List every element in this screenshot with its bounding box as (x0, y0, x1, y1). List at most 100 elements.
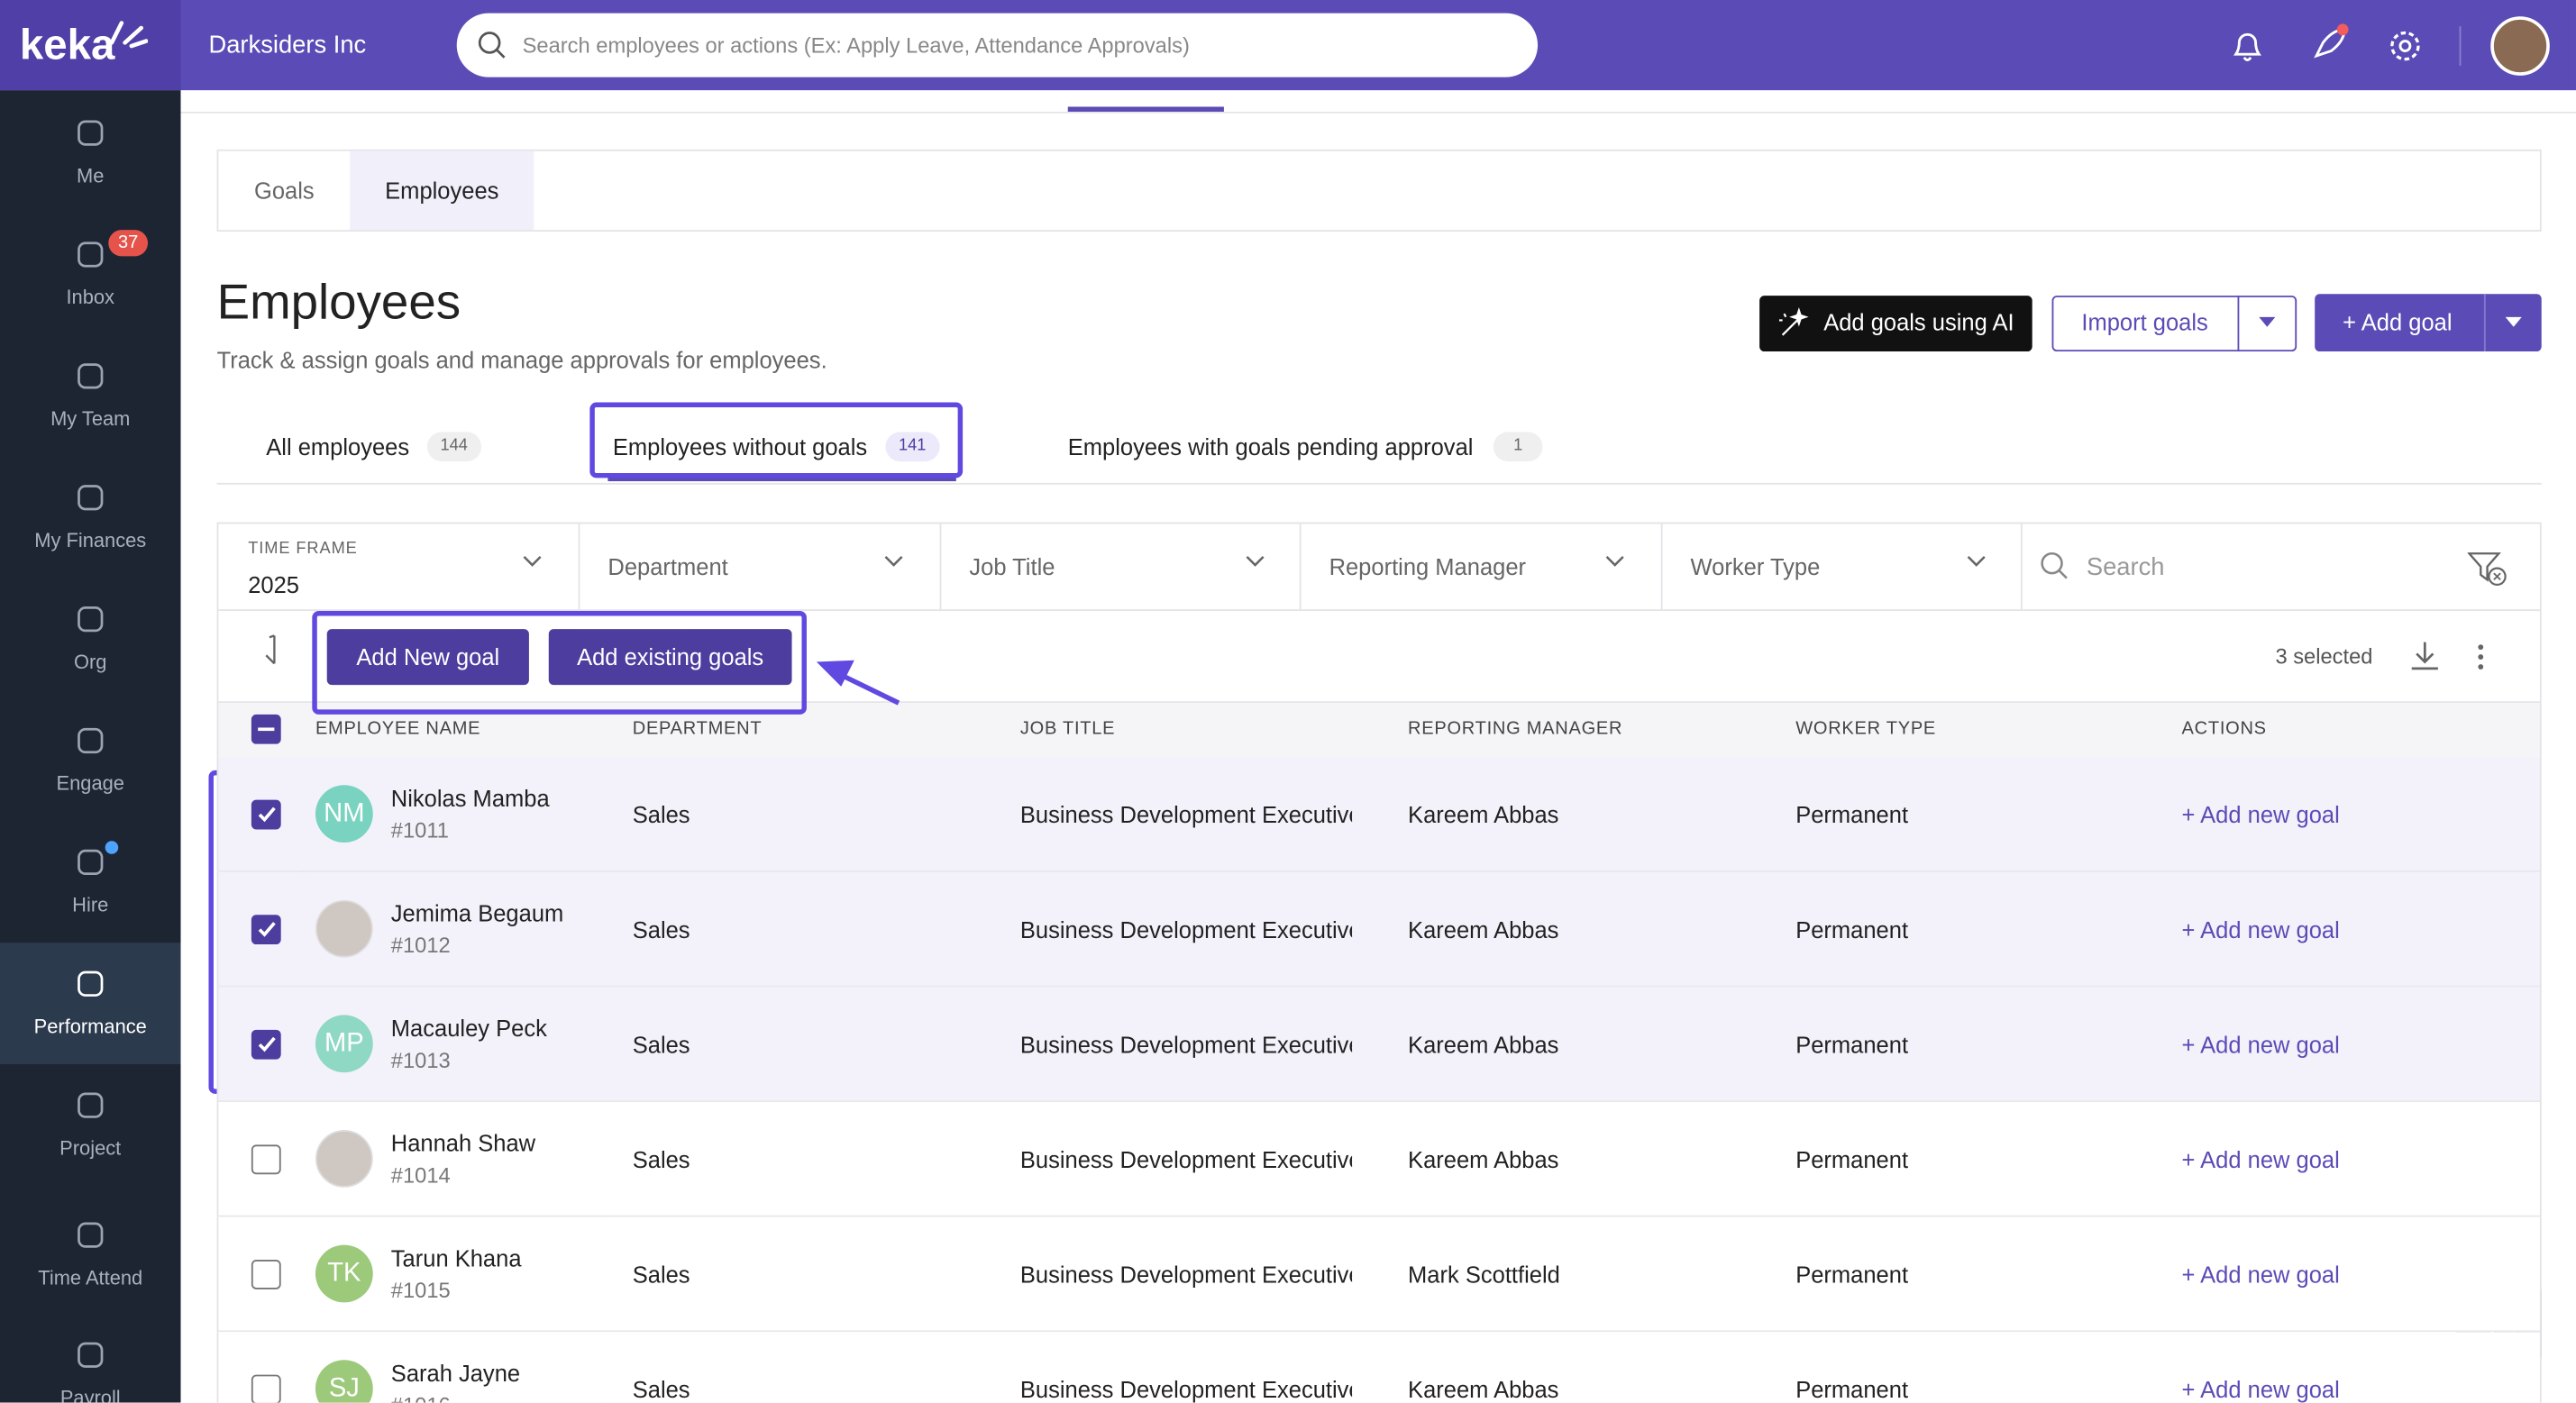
employee-id: #1012 (390, 933, 451, 958)
caret (2259, 316, 2276, 327)
chevron (1605, 555, 1624, 567)
column-header: JOB TITLE (1019, 719, 1116, 740)
sidebar-label: Performance (33, 1015, 147, 1038)
add-goal-label: + Add goal (2343, 308, 2453, 335)
sidebar-label: My Finances (34, 528, 147, 552)
add-goal-action[interactable]: + Add new goal (2181, 1261, 2340, 1288)
import-button[interactable] (2051, 296, 2297, 352)
table-row (216, 1102, 2542, 1217)
table-row (216, 987, 2542, 1103)
row-checkbox[interactable] (251, 1144, 281, 1175)
sidebar-label: My Team (50, 407, 131, 431)
page-tab[interactable] (218, 150, 351, 231)
filter-divider (1660, 524, 1663, 610)
launch[interactable] (2307, 23, 2349, 66)
page-title: Employees (216, 276, 461, 331)
selected-count: 3 selected (2275, 643, 2373, 669)
chevron (1246, 555, 1265, 567)
divider (2459, 26, 2462, 66)
ai-button[interactable] (1759, 296, 2032, 352)
settings[interactable] (2387, 28, 2423, 64)
row-checkbox[interactable] (251, 915, 281, 945)
global-search[interactable] (456, 13, 1539, 77)
bulk-action-button[interactable] (326, 629, 529, 686)
split (2237, 296, 2240, 352)
employee-name[interactable]: Hannah Shaw (390, 1130, 536, 1157)
filter-tab-label[interactable]: All employees (266, 433, 410, 460)
caret (2505, 316, 2522, 327)
ai-button-label: Add goals using AI (1823, 308, 2014, 335)
job-title: Business Development Executive (1019, 1031, 1353, 1058)
employee-id: #1014 (390, 1162, 451, 1188)
reporting-manager: Kareem Abbas (1408, 1031, 1559, 1058)
filter-tab-label[interactable]: Employees without goals (612, 433, 868, 460)
filter-divider (578, 524, 580, 610)
more[interactable] (2474, 641, 2488, 673)
employee-name[interactable]: Tarun Khana (390, 1244, 522, 1271)
avatar-initials: NM (324, 799, 365, 828)
add-goal-button[interactable] (2315, 294, 2542, 352)
add-goal-action[interactable]: + Add new goal (2181, 1146, 2340, 1173)
worker-type: Permanent (1795, 1146, 1909, 1173)
avatar (315, 785, 373, 843)
row-checkbox[interactable] (251, 1260, 281, 1289)
ai-icon (1778, 307, 1809, 336)
sort[interactable] (263, 634, 287, 667)
employee-name[interactable]: Nikolas Mamba (390, 785, 550, 812)
employee-name[interactable]: Sarah Jayne (390, 1360, 521, 1387)
sidebar-icon (78, 727, 104, 754)
notifications[interactable] (2229, 28, 2265, 64)
reporting-manager: Kareem Abbas (1408, 1146, 1559, 1173)
filter-tab-label[interactable]: Employees with goals pending approval (1067, 433, 1474, 460)
page-tab-label: Employees (385, 177, 499, 205)
tab-indicator (607, 476, 956, 482)
row-checkbox[interactable] (251, 799, 281, 830)
subnav-indicator (1067, 106, 1224, 112)
worker-type: Permanent (1795, 1261, 1909, 1288)
job-title: Business Development Executive (1019, 1261, 1353, 1288)
page-tabs (216, 149, 2542, 232)
column-header: DEPARTMENT (632, 719, 763, 740)
worker-type: Permanent (1795, 1376, 1909, 1403)
sidebar-icon (78, 485, 104, 511)
user-avatar[interactable] (2490, 16, 2550, 76)
column-header: WORKER TYPE (1795, 719, 1937, 740)
page-tab[interactable] (350, 150, 534, 231)
employee-name[interactable]: Jemima Begaum (390, 899, 564, 927)
filter-dropdown-label: Department (607, 553, 728, 580)
import-button-label: Import goals (2081, 308, 2208, 335)
filter-search: Search (2086, 553, 2165, 582)
filter-search-icon (2041, 551, 2068, 579)
table-row (216, 1332, 2542, 1403)
add-goal-action[interactable]: + Add new goal (2181, 1031, 2340, 1058)
department: Sales (632, 801, 690, 828)
table-row (216, 757, 2542, 872)
filter-divider (2020, 524, 2023, 610)
brand: keka (19, 19, 115, 69)
search-icon (478, 32, 506, 59)
add-goal-action[interactable]: + Add new goal (2181, 1376, 2340, 1403)
employee-id: #1013 (390, 1047, 451, 1073)
sidebar-label: Inbox (66, 286, 114, 309)
employee-name[interactable]: Macauley Peck (390, 1015, 547, 1042)
sidebar-label: Engage (56, 771, 124, 796)
sidebar-label: Payroll (59, 1386, 121, 1403)
job-title: Business Development Executive (1019, 801, 1353, 828)
reporting-manager: Mark Scottfield (1408, 1261, 1560, 1288)
sidebar (0, 90, 181, 1403)
download[interactable] (2408, 639, 2441, 671)
add-goal-action[interactable]: + Add new goal (2181, 916, 2340, 943)
add-goal-action[interactable]: + Add new goal (2181, 801, 2340, 828)
row-checkbox[interactable] (251, 1029, 281, 1060)
split (2483, 294, 2486, 352)
filter-dropdown-label: Job Title (969, 553, 1055, 580)
search-placeholder: Search employees or actions (Ex: Apply L… (522, 32, 1190, 58)
job-title: Business Development Executive (1019, 1146, 1353, 1173)
page-tab-label: Goals (253, 177, 315, 205)
check (258, 806, 276, 823)
clear-filters[interactable] (2467, 551, 2507, 587)
filter-dropdown-label: Worker Type (1690, 553, 1821, 580)
bulk-action-label: Add existing goals (577, 643, 764, 670)
row-checkbox[interactable] (251, 1374, 281, 1403)
bulk-action-button[interactable] (548, 629, 792, 686)
